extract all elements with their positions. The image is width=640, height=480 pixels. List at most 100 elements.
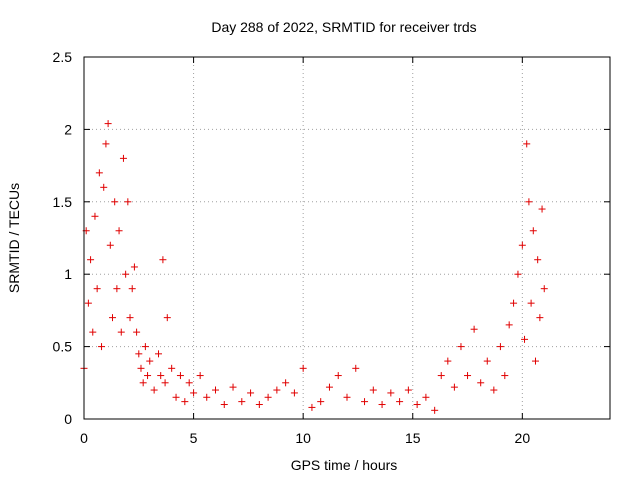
x-tick-label: 0 [80, 430, 88, 446]
data-point [203, 393, 211, 401]
data-point [527, 299, 535, 307]
y-tick-label: 2.5 [53, 49, 73, 65]
data-point [290, 389, 298, 397]
data-point [299, 364, 307, 372]
y-axis-label: SRMTID / TECUs [6, 183, 22, 293]
data-point [396, 398, 404, 406]
data-point [133, 328, 141, 336]
data-point [196, 372, 204, 380]
data-point [146, 357, 154, 365]
data-point [141, 343, 149, 351]
data-point [369, 386, 377, 394]
x-tick-label: 15 [405, 430, 421, 446]
x-axis-label: GPS time / hours [291, 457, 398, 473]
data-point [343, 393, 351, 401]
data-point [308, 403, 316, 411]
data-point [483, 357, 491, 365]
data-point [212, 386, 219, 394]
data-point [130, 263, 138, 271]
tick-layer: 0 0.5 1 1.5 2 2.5 0 5 10 15 20 [53, 49, 610, 446]
y-tick-label: 1.5 [53, 194, 73, 210]
data-point [157, 372, 165, 380]
data-point [124, 198, 132, 206]
data-point [255, 401, 263, 409]
data-point [538, 205, 546, 213]
data-point [95, 169, 103, 177]
data-point [137, 364, 145, 372]
data-point [159, 256, 167, 264]
y-tick-label: 1 [64, 266, 72, 282]
data-point [91, 212, 99, 220]
data-point [181, 398, 189, 406]
data-point [525, 198, 533, 206]
data-point [477, 379, 485, 387]
data-point [139, 379, 147, 387]
grid-layer [84, 57, 610, 419]
x-tick-label: 5 [190, 430, 198, 446]
data-point [122, 270, 130, 278]
data-point [108, 314, 116, 322]
data-point [144, 372, 152, 380]
data-point [106, 241, 114, 249]
data-point [190, 389, 198, 397]
data-point [238, 398, 246, 406]
data-point [84, 299, 92, 307]
data-point [521, 335, 529, 343]
y-tick-label: 2 [64, 121, 72, 137]
data-point [496, 343, 504, 351]
data-point [150, 386, 158, 394]
data-point [163, 314, 171, 322]
data-point [378, 401, 386, 409]
data-point [470, 325, 478, 333]
data-point [387, 389, 395, 397]
data-point [115, 227, 123, 235]
data-point [273, 386, 281, 394]
data-point [220, 401, 228, 409]
data-point [523, 140, 531, 148]
data-point [510, 299, 518, 307]
data-point [111, 198, 119, 206]
y-tick-label: 0 [64, 411, 72, 427]
data-points [80, 120, 548, 414]
data-point [93, 285, 101, 293]
data-point [128, 285, 136, 293]
data-point [531, 357, 539, 365]
data-point [437, 372, 445, 380]
data-point [404, 386, 412, 394]
data-point [247, 389, 255, 397]
data-point [126, 314, 134, 322]
plot-frame [83, 56, 611, 420]
data-point [334, 372, 342, 380]
data-point [172, 393, 180, 401]
data-point [229, 383, 237, 391]
data-point [422, 393, 430, 401]
data-point [176, 372, 184, 380]
data-point [89, 328, 97, 336]
data-point [264, 393, 272, 401]
data-point [514, 270, 522, 278]
data-point [431, 406, 439, 414]
data-point [87, 256, 95, 264]
data-point [104, 120, 112, 128]
data-point [529, 227, 537, 235]
data-point [98, 343, 106, 351]
data-point [501, 372, 509, 380]
data-point [282, 379, 290, 387]
data-point [536, 314, 544, 322]
data-point [185, 379, 193, 387]
data-point [325, 383, 333, 391]
data-point [413, 401, 421, 409]
data-point [361, 398, 369, 406]
data-point [505, 321, 513, 329]
data-point [168, 364, 176, 372]
data-point [444, 357, 452, 365]
data-point [540, 285, 548, 293]
data-point [464, 372, 472, 380]
data-point [135, 350, 143, 358]
data-point [450, 383, 458, 391]
data-point [518, 241, 526, 249]
data-point [317, 398, 325, 406]
data-point [161, 379, 169, 387]
x-tick-label: 20 [515, 430, 531, 446]
